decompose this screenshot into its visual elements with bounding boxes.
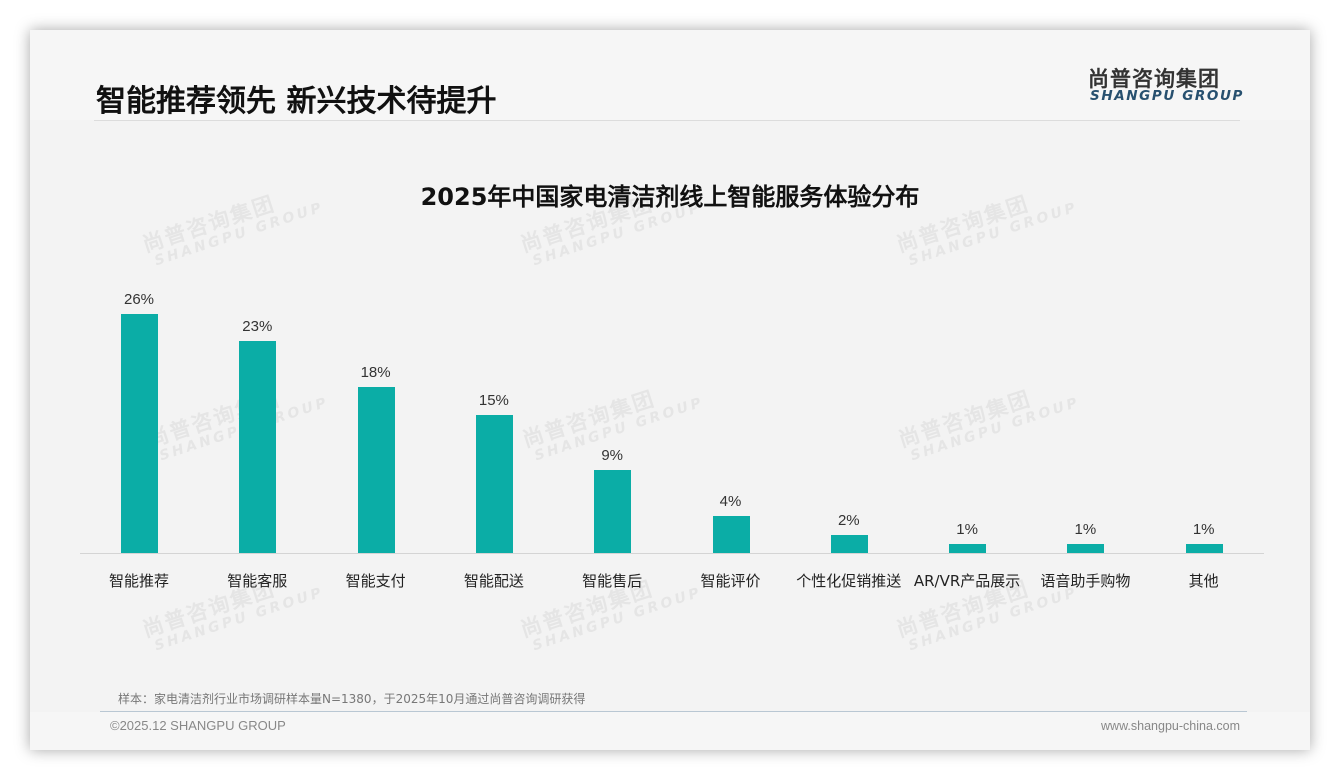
bar-value-label: 23%: [242, 318, 273, 336]
category-label: 智能评价: [700, 572, 761, 590]
bar-group: 1%: [908, 280, 1026, 554]
sample-note: 样本：家电清洁剂行业市场调研样本量N=1380，于2025年10月通过尚普咨询调…: [118, 692, 586, 706]
bar-value-label: 1%: [956, 520, 978, 538]
watermark-en: SHANGPU GROUP: [906, 584, 1080, 655]
category-label: 智能推荐: [108, 572, 169, 590]
bar-group: 1%: [1145, 280, 1263, 554]
bar-group: 23%: [198, 280, 316, 554]
bar: [712, 516, 750, 553]
logo-cn: 尚普咨询集团: [1088, 67, 1220, 91]
bar: [949, 543, 987, 553]
footer-band: [30, 712, 1310, 750]
logo-en: SHANGPU GROUP: [1090, 88, 1245, 104]
category-label: 其他: [1188, 572, 1219, 590]
category-label: 个性化促销推送: [796, 572, 902, 590]
bar-value-label: 4%: [719, 493, 742, 511]
bar-value-label: 18%: [360, 364, 391, 382]
category-label: AR/VR产品展示: [913, 572, 1021, 590]
watermark-en: SHANGPU GROUP: [530, 584, 704, 655]
category-label: 智能客服: [227, 572, 288, 590]
bar: [239, 341, 277, 553]
category-label: 智能售后: [582, 572, 643, 590]
category-label: 语音助手购物: [1040, 572, 1131, 590]
slide: 智能推荐领先 新兴技术待提升 尚普咨询集团 SHANGPU GROUP 尚普咨询…: [30, 30, 1310, 750]
bar-value-label: 9%: [601, 447, 624, 465]
chart-title: 2025年中国家电清洁剂线上智能服务体验分布: [420, 183, 920, 211]
bar: [1067, 543, 1105, 553]
bar-group: 4%: [672, 280, 790, 554]
title-divider: [94, 120, 1240, 121]
bar: [830, 534, 868, 553]
bar-group: 26%: [80, 280, 198, 554]
bar-group: 18%: [317, 280, 435, 554]
bar-value-label: 1%: [1074, 520, 1097, 538]
bar: [121, 313, 158, 553]
x-axis-line: [80, 553, 1264, 554]
bar-group: 2%: [790, 280, 908, 554]
header-band: [30, 30, 1310, 120]
footer-divider: [100, 711, 1247, 712]
website-link[interactable]: www.shangpu-china.com: [1101, 719, 1240, 733]
category-label: 智能支付: [345, 572, 406, 590]
bar: [1185, 543, 1223, 553]
bar-value-label: 2%: [837, 511, 860, 529]
bar: [594, 470, 632, 553]
bar: [357, 387, 395, 553]
watermark-en: SHANGPU GROUP: [152, 584, 326, 655]
bar-value-label: 15%: [478, 392, 509, 409]
bar-group: 15%: [435, 280, 553, 554]
page-title: 智能推荐领先 新兴技术待提升: [96, 84, 497, 119]
bar-chart: 26% 23% 18% 15% 9% 4% 2% 1% 1% 1%: [80, 280, 1264, 554]
copyright: ©2025.12 SHANGPU GROUP: [110, 718, 286, 733]
bar-group: 9%: [553, 280, 671, 554]
bar-group: 1%: [1026, 280, 1144, 554]
category-label: 智能配送: [463, 572, 524, 590]
bar: [475, 415, 513, 553]
bar-value-label: 26%: [123, 290, 155, 308]
bar-value-label: 1%: [1192, 520, 1215, 538]
